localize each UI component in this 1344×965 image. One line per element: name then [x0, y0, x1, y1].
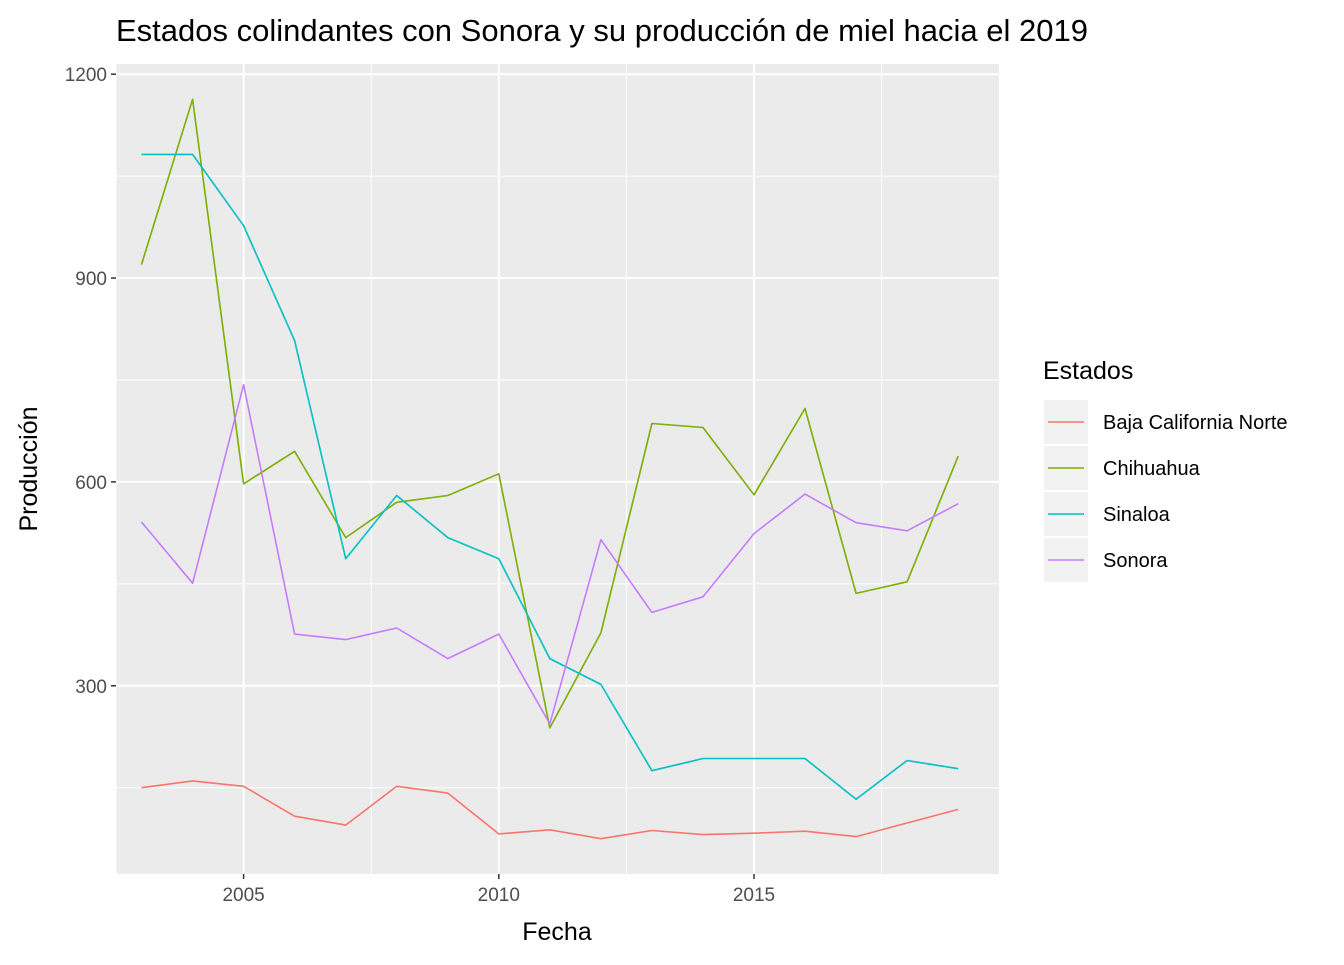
minor-gridlines [115, 64, 999, 874]
x-tick-label: 2015 [733, 885, 775, 906]
series-line-sonora [140, 383, 959, 725]
legend-label: Sonora [1103, 550, 1168, 572]
chart-title: Estados colindantes con Sonora y su prod… [116, 13, 1088, 48]
y-axis-title: Producción [15, 406, 43, 531]
y-tick-label: 1200 [65, 65, 107, 86]
y-tick-label: 600 [75, 473, 107, 494]
series-line-baja-california-norte [141, 780, 959, 840]
x-axis: 2005 2010 2015 [222, 874, 775, 906]
x-tick-label: 2005 [222, 885, 264, 906]
major-gridlines [116, 64, 999, 874]
x-axis-title: Fecha [522, 918, 592, 946]
y-axis: 300 600 900 1200 [65, 65, 116, 698]
plot-panel [116, 64, 999, 874]
y-tick-label: 900 [75, 269, 107, 290]
x-tick-label: 2010 [478, 885, 520, 906]
series-line-chihuahua [140, 98, 959, 729]
legend: Estados Baja California Norte Chihuahua Si… [1043, 357, 1288, 582]
legend-label: Chihuahua [1103, 458, 1201, 480]
series-line-sinaloa [141, 153, 959, 801]
legend-title: Estados [1043, 357, 1133, 385]
series-lines [140, 98, 959, 840]
legend-label: Sinaloa [1103, 504, 1171, 526]
legend-label: Baja California Norte [1103, 412, 1288, 434]
legend-items: Baja California Norte Chihuahua Sinaloa Son… [1044, 400, 1288, 582]
y-tick-label: 300 [75, 677, 107, 698]
